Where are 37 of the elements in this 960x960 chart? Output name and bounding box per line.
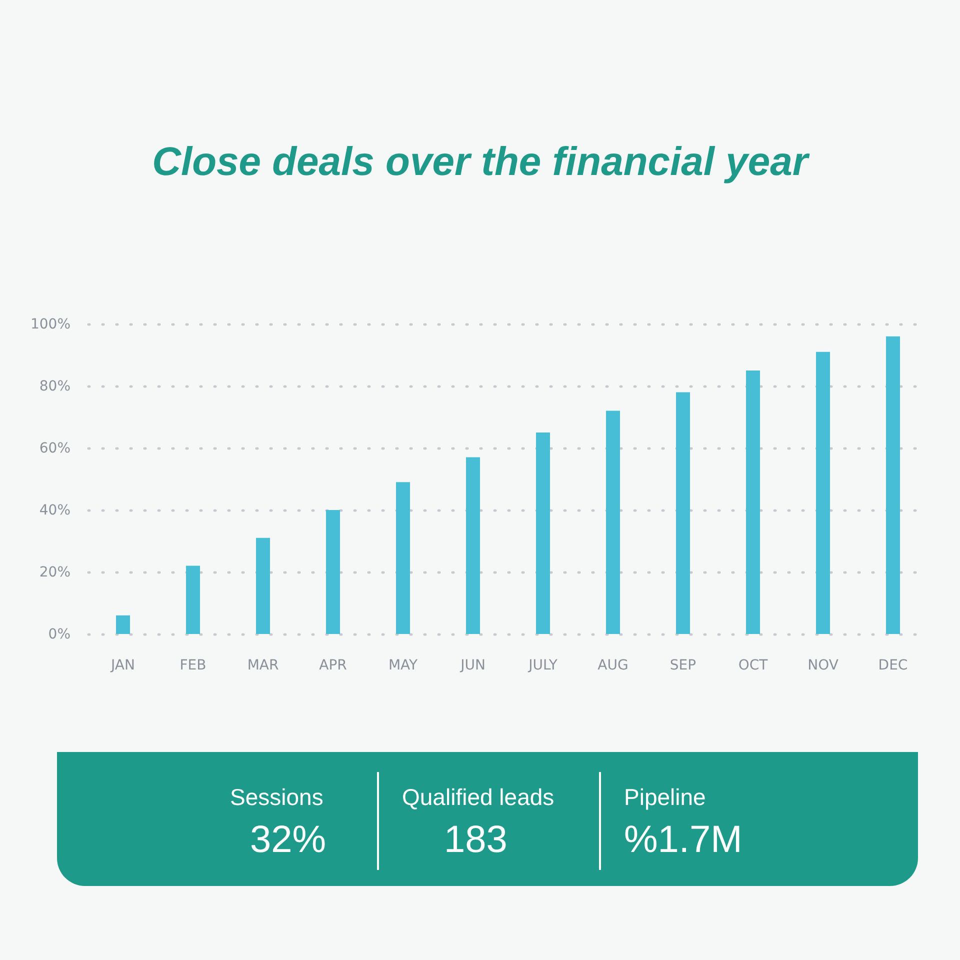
bar bbox=[466, 457, 480, 634]
x-tick-label: AUG bbox=[598, 658, 628, 674]
bar bbox=[256, 538, 270, 634]
bar bbox=[326, 510, 340, 634]
x-tick-label: JUN bbox=[460, 658, 486, 674]
x-tick-label: APR bbox=[319, 658, 348, 674]
y-tick-label: 20% bbox=[39, 564, 70, 580]
y-tick-label: 100% bbox=[30, 316, 70, 332]
y-tick-label: 0% bbox=[48, 626, 70, 642]
bar bbox=[536, 432, 550, 634]
x-tick-label: OCT bbox=[738, 658, 768, 674]
bar bbox=[116, 615, 130, 634]
x-tick-label: JAN bbox=[110, 658, 135, 674]
text: Sessions bbox=[230, 784, 324, 811]
x-tick-label: MAR bbox=[247, 658, 279, 674]
bar bbox=[186, 566, 200, 634]
x-tick-label: NOV bbox=[808, 658, 839, 674]
text: %1.7M bbox=[624, 819, 742, 862]
x-tick-label: DEC bbox=[878, 658, 908, 674]
bar bbox=[396, 482, 410, 634]
bar bbox=[816, 352, 830, 634]
chart-title: Close deals over the financial year bbox=[151, 140, 811, 185]
x-tick-label: JULY bbox=[528, 658, 558, 674]
y-tick-label: 80% bbox=[39, 378, 70, 394]
x-tick-label: MAY bbox=[388, 658, 418, 674]
y-tick-label: 40% bbox=[39, 502, 70, 518]
x-tick-label: FEB bbox=[180, 658, 206, 674]
text: Pipeline bbox=[624, 784, 707, 811]
text: Qualified leads bbox=[402, 784, 554, 811]
bar bbox=[676, 392, 690, 634]
bar bbox=[746, 370, 760, 634]
x-tick-label: SEP bbox=[670, 658, 696, 674]
bar bbox=[886, 336, 900, 634]
y-tick-label: 60% bbox=[39, 440, 70, 456]
text: 183 bbox=[444, 819, 508, 862]
text: 32% bbox=[250, 819, 326, 862]
bar bbox=[606, 410, 620, 634]
